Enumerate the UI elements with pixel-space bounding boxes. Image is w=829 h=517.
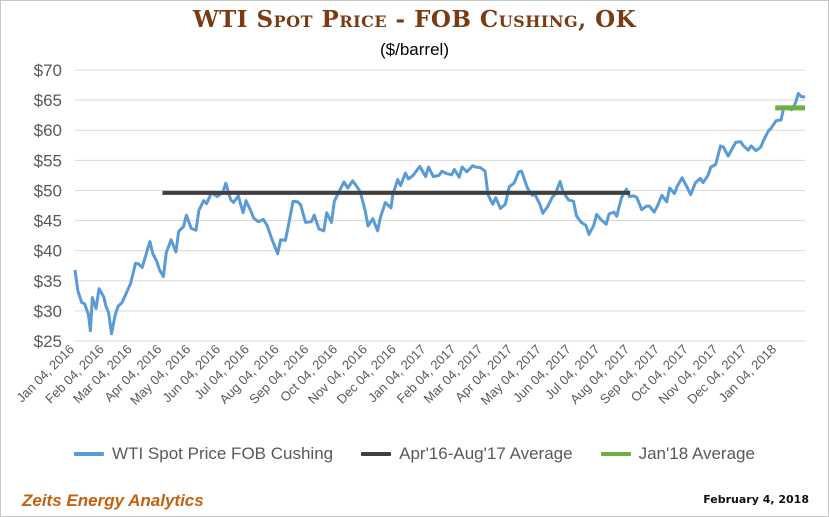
legend-swatch-wti xyxy=(74,452,105,456)
legend: WTI Spot Price FOB Cushing Apr'16-Aug'17… xyxy=(0,444,829,464)
legend-item-jan-average: Jan'18 Average xyxy=(600,444,755,464)
y-tick-label: $40 xyxy=(34,242,62,261)
y-tick-label: $45 xyxy=(34,212,62,231)
y-tick-label: $35 xyxy=(34,272,62,291)
chart-title: WTI Spot Price - FOB Cushing, OK xyxy=(192,6,637,33)
legend-item-wti: WTI Spot Price FOB Cushing xyxy=(74,444,333,464)
wti-price-line xyxy=(73,92,806,336)
y-tick-label: $70 xyxy=(34,61,62,80)
y-axis-ticks: $25 $30 $35 $40 $45 $50 $55 $60 $65 $70 xyxy=(34,61,62,351)
chart-subtitle: ($/barrel) xyxy=(380,40,449,59)
brand-label: Zeits Energy Analytics xyxy=(22,491,204,510)
gridlines xyxy=(75,69,805,342)
legend-label-jan-average: Jan'18 Average xyxy=(638,444,755,463)
report-date: February 4, 2018 xyxy=(703,493,809,506)
y-tick-label: $65 xyxy=(34,91,62,110)
legend-swatch-average xyxy=(361,452,392,456)
y-tick-label: $55 xyxy=(34,151,62,170)
y-tick-label: $50 xyxy=(34,181,62,200)
legend-label-average: Apr'16-Aug'17 Average xyxy=(399,444,573,463)
series-lines xyxy=(73,92,806,336)
legend-item-average: Apr'16-Aug'17 Average xyxy=(361,444,573,464)
y-tick-label: $60 xyxy=(34,121,62,140)
legend-swatch-jan-average xyxy=(600,452,631,456)
y-tick-label: $25 xyxy=(34,332,62,351)
plot-area: $25 $30 $35 $40 $45 $50 $55 $60 $65 $70 Jan 04, 2… xyxy=(13,61,806,408)
y-tick-label: $30 xyxy=(34,302,62,321)
legend-label-wti: WTI Spot Price FOB Cushing xyxy=(112,444,334,463)
